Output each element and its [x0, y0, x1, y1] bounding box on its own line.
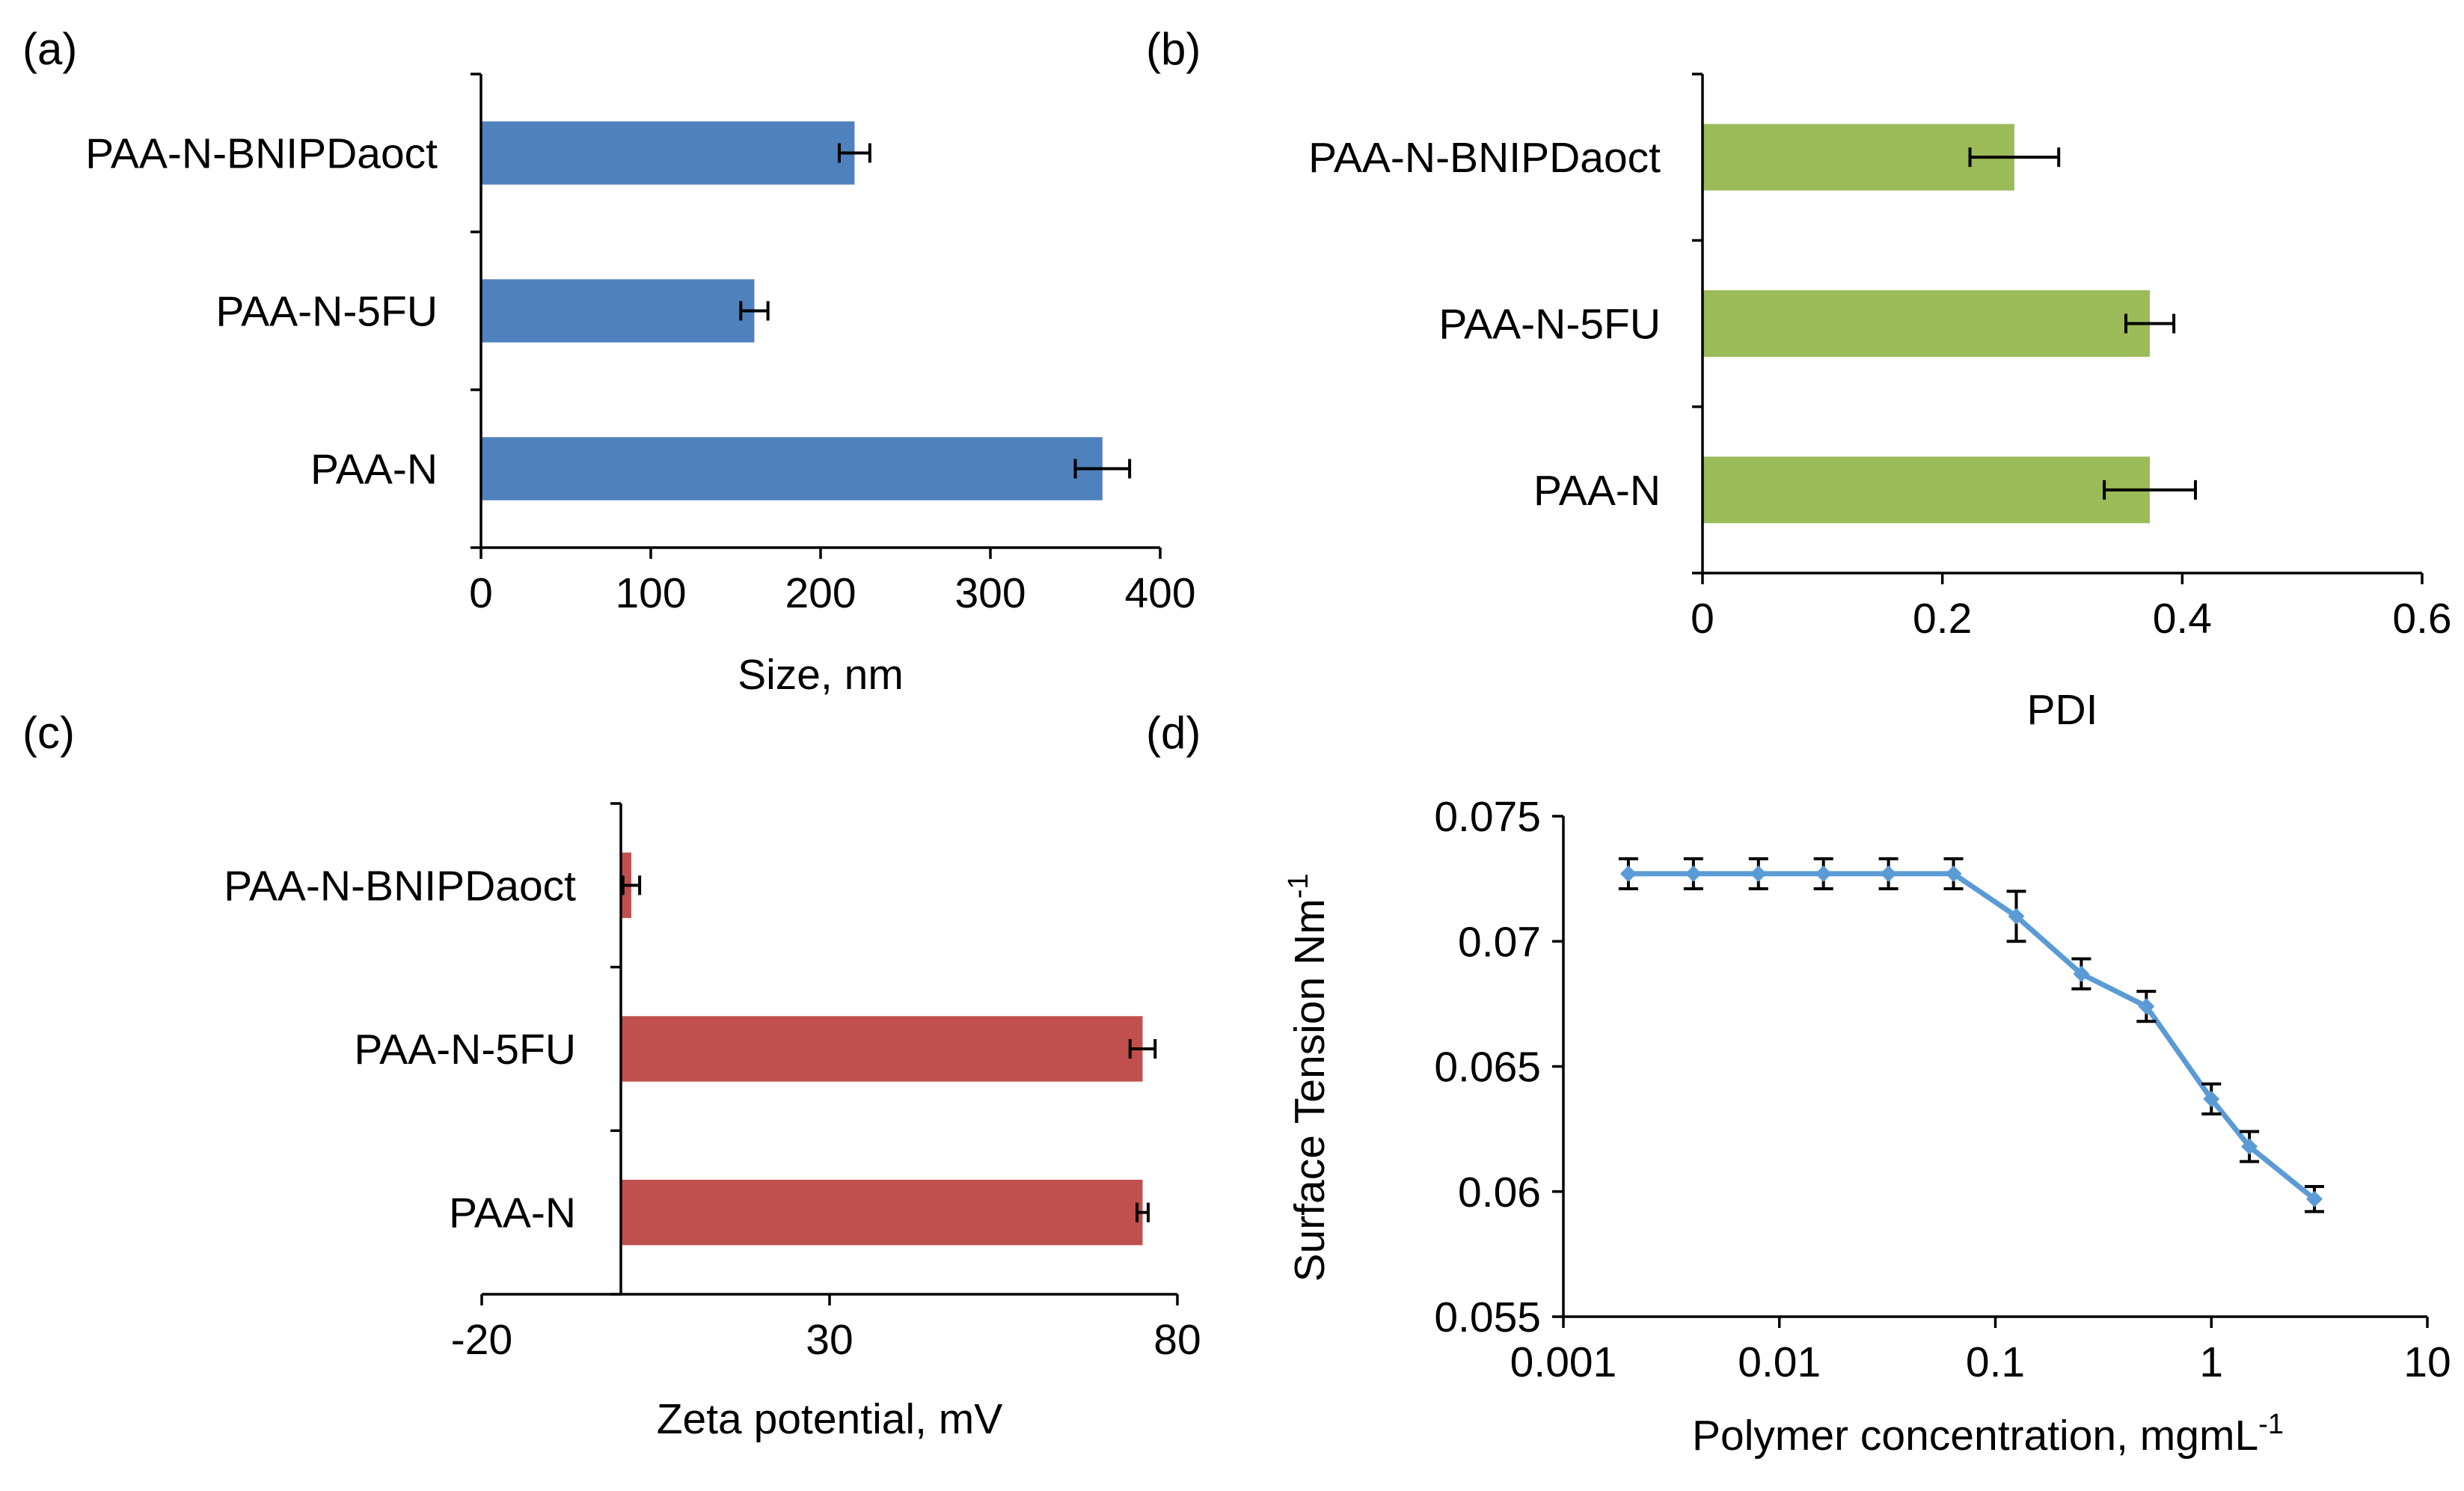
x-axis-title-main: Polymer concentration, mgmL	[1692, 1412, 2258, 1460]
panel-d-label: (d)	[1146, 708, 1201, 758]
data-point	[1815, 865, 1832, 882]
data-point	[1750, 865, 1767, 882]
category-label: PAA-N	[449, 1190, 576, 1237]
bar	[1703, 456, 2151, 524]
x-tick-label: 400	[1124, 569, 1195, 617]
bar	[481, 121, 855, 185]
category-label: PAA-N-5FU	[354, 1026, 576, 1074]
panel-d-surface-tension-chart: (d) 0.055 0.06 0.065 0.07 0.075 0.001 0.01 0.1 1…	[1146, 708, 2451, 1460]
panel-a-label: (a)	[22, 24, 77, 74]
y-axis-title: Surface Tension Nm-1	[1283, 874, 1334, 1282]
x-tick-label: 200	[785, 569, 856, 617]
y-tick-label: 0.07	[1458, 918, 1541, 966]
x-tick-label: 0.01	[1738, 1338, 1821, 1386]
data-point	[2241, 1138, 2258, 1155]
y-tick-label: 0.075	[1434, 793, 1541, 841]
x-axis-title: Zeta potential, mV	[657, 1395, 1003, 1443]
data-point	[1619, 865, 1637, 882]
x-tick-label: 10	[2403, 1338, 2451, 1386]
bar	[621, 1179, 1143, 1246]
series-line	[1628, 871, 2317, 1201]
bar	[621, 1016, 1143, 1082]
y-tick-label: 0.06	[1458, 1169, 1541, 1216]
bar	[1703, 290, 2151, 357]
x-tick-label: 80	[1153, 1316, 1201, 1364]
panel-a-size-chart: (a) PAA-N-BNIPDaoct PAA-N-5FU PAA-N 0 100 200…	[22, 24, 1196, 699]
bar	[1703, 123, 2014, 191]
x-tick-label: 0	[1691, 595, 1714, 643]
x-tick-label: 0.2	[1913, 595, 1972, 643]
data-point	[1945, 865, 1962, 882]
bar	[481, 279, 755, 343]
bar	[481, 437, 1103, 500]
x-tick-label: 0.6	[2392, 595, 2451, 643]
x-tick-label: 0.1	[1966, 1338, 2025, 1386]
y-tick-label: 0.065	[1434, 1044, 1541, 1092]
category-label: PAA-N-5FU	[215, 288, 438, 336]
x-tick-label: 0.001	[1510, 1338, 1617, 1386]
data-point	[2073, 965, 2090, 982]
category-label: PAA-N-BNIPDaoct	[85, 130, 438, 178]
data-point	[1880, 865, 1897, 882]
data-point	[2306, 1190, 2323, 1207]
category-label: PAA-N	[1533, 467, 1661, 515]
y-axis-title-main: Surface Tension Nm	[1286, 898, 1334, 1282]
x-tick-label: 1	[2199, 1338, 2223, 1386]
data-point	[2138, 998, 2155, 1015]
category-label: PAA-N-BNIPDaoct	[1308, 134, 1661, 182]
y-axis-title-superscript: -1	[1283, 874, 1314, 899]
panel-c-zeta-chart: (c) PAA-N-BNIPDaoct PAA-N-5FU PAA-N -20 30 80…	[22, 708, 1201, 1443]
x-axis-title: Polymer concentration, mgmL-1	[1692, 1409, 2284, 1460]
panel-c-label: (c)	[22, 708, 75, 758]
x-tick-label: 100	[615, 569, 686, 617]
data-point	[2203, 1090, 2220, 1107]
category-label: PAA-N	[310, 446, 438, 494]
x-axis-title-superscript: -1	[2258, 1409, 2284, 1440]
panel-b-label: (b)	[1146, 24, 1201, 74]
x-axis-title: Size, nm	[738, 651, 904, 699]
data-point	[1685, 865, 1702, 882]
panel-b-pdi-chart: (b) PAA-N-BNIPDaoct PAA-N-5FU PAA-N 0 0.2 0.4…	[1146, 24, 2452, 734]
x-tick-label: 0.4	[2153, 595, 2212, 643]
x-tick-label: 0	[469, 569, 493, 617]
x-tick-label: 300	[954, 569, 1026, 617]
category-label: PAA-N-BNIPDaoct	[224, 862, 576, 910]
category-label: PAA-N-5FU	[1438, 301, 1661, 349]
x-tick-label: 30	[806, 1316, 853, 1364]
y-tick-label: 0.055	[1434, 1293, 1541, 1341]
x-axis-title: PDI	[2026, 686, 2097, 734]
data-point	[2008, 907, 2025, 925]
x-tick-label: -20	[451, 1316, 512, 1364]
